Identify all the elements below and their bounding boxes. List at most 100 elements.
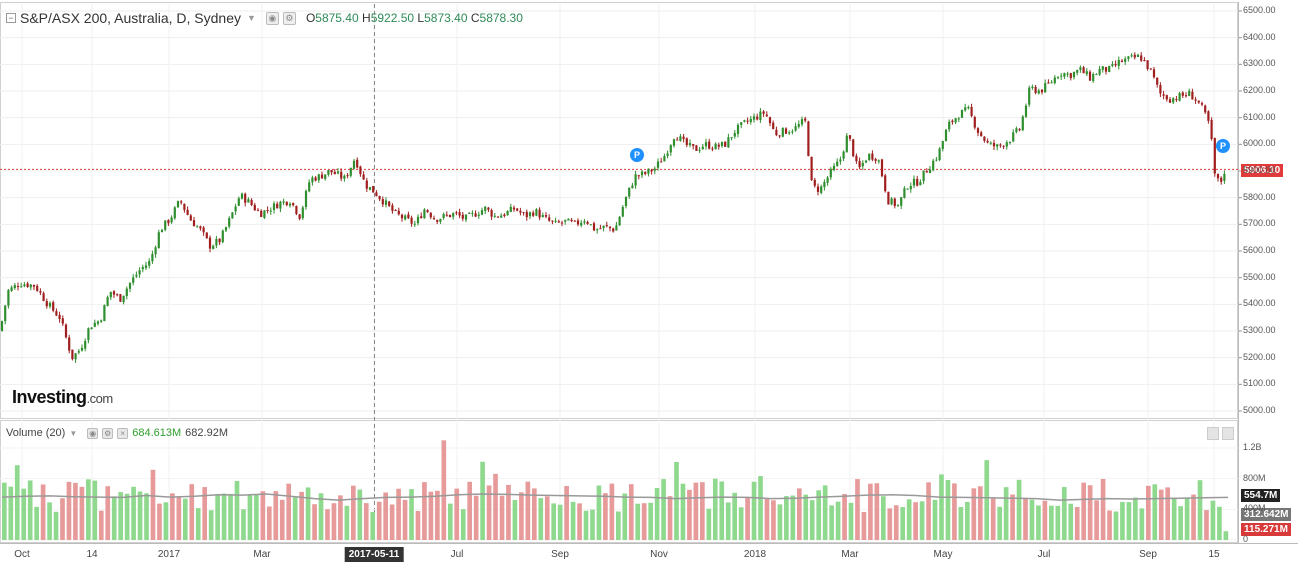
- volume-bar: [835, 501, 841, 540]
- candle-body: [192, 220, 196, 227]
- volume-bar: [919, 501, 925, 540]
- candle-body: [592, 223, 596, 231]
- candle-body: [957, 118, 960, 120]
- candle-body: [116, 294, 119, 296]
- candle-body: [250, 199, 253, 206]
- volume-bar: [809, 500, 815, 540]
- candle-body: [496, 216, 500, 218]
- candle-body: [372, 186, 375, 193]
- volume-bar: [990, 498, 996, 540]
- candle-body: [714, 143, 717, 150]
- candle-body: [320, 174, 324, 179]
- candle-body: [349, 167, 352, 176]
- volume-bar: [60, 498, 65, 540]
- candle-body: [839, 159, 842, 162]
- candle-body: [679, 136, 682, 141]
- collapse-icon[interactable]: −: [6, 13, 16, 23]
- candle-body: [512, 207, 516, 210]
- volume-bar: [486, 485, 492, 540]
- chevron-down-icon[interactable]: ▼: [247, 13, 256, 23]
- settings-icon[interactable]: ⚙: [282, 11, 296, 25]
- candle-body: [458, 212, 461, 216]
- candle-body: [183, 203, 186, 210]
- candle-body: [493, 215, 496, 217]
- volume-bar: [1184, 498, 1190, 540]
- close-value: 5878.30: [479, 11, 523, 25]
- candle-body: [151, 253, 154, 262]
- candle-body: [1082, 67, 1085, 74]
- volume-bar: [1107, 510, 1112, 540]
- volume-bar: [27, 480, 33, 540]
- candle-body: [976, 128, 980, 133]
- volume-bar: [402, 499, 408, 540]
- chevron-down-icon[interactable]: ▼: [69, 428, 78, 438]
- volume-bar: [1191, 494, 1196, 540]
- candle-body: [208, 237, 212, 249]
- pivot-marker-icon[interactable]: P: [630, 148, 644, 162]
- volume-tick-label: 400M: [1243, 503, 1266, 514]
- candle-body: [503, 214, 506, 217]
- volume-tag: 554.7M: [1241, 489, 1281, 502]
- candle-body: [61, 318, 64, 324]
- candle-body: [618, 216, 621, 226]
- volume-bar: [1087, 485, 1093, 540]
- volume-bar: [512, 500, 518, 540]
- candle-body: [1207, 111, 1210, 121]
- candle-body: [519, 210, 522, 213]
- candle-body: [772, 122, 775, 130]
- pivot-marker-icon[interactable]: P: [1216, 139, 1230, 153]
- candle-body: [1018, 129, 1021, 131]
- y-tick-label: 6500.00: [1243, 5, 1276, 15]
- x-tick-label: Jul: [450, 549, 464, 560]
- settings-icon[interactable]: ⚙: [102, 427, 114, 439]
- volume-bar: [725, 502, 731, 540]
- candle-body: [1024, 105, 1028, 117]
- candle-body: [90, 327, 93, 330]
- candle-body: [765, 114, 768, 117]
- candle-body: [1037, 90, 1040, 94]
- volume-bar: [751, 481, 757, 540]
- candle-body: [688, 143, 692, 146]
- candle-body: [928, 169, 932, 174]
- candle-body: [874, 158, 877, 161]
- candle-body: [855, 155, 858, 162]
- candle-body: [7, 290, 10, 306]
- candle-body: [1149, 68, 1152, 70]
- volume-bar: [577, 503, 582, 540]
- volume-bar: [98, 510, 104, 540]
- volume-bar: [680, 483, 686, 540]
- visibility-icon[interactable]: ◉: [87, 427, 99, 439]
- volume-bar: [1055, 505, 1061, 540]
- candle-body: [608, 226, 612, 229]
- x-tick-label: Mar: [841, 549, 859, 560]
- volume-bar: [880, 496, 886, 540]
- volume-bar: [1171, 497, 1177, 540]
- candle-body: [964, 107, 967, 111]
- candle-body: [759, 111, 762, 121]
- candle-body: [391, 205, 394, 211]
- ohlc-readout: O5875.40 H5922.50 L5873.40 C5878.30: [305, 11, 523, 25]
- candle-body: [708, 141, 711, 149]
- close-icon[interactable]: ×: [117, 427, 129, 439]
- candle-body: [1172, 98, 1175, 103]
- candle-body: [848, 135, 852, 139]
- candle-body: [813, 179, 816, 186]
- volume-bar: [1223, 531, 1229, 540]
- candle-body: [564, 219, 567, 222]
- candle-body: [692, 144, 695, 146]
- maximize-icon[interactable]: [1222, 427, 1234, 440]
- candle-body: [144, 265, 148, 268]
- visibility-icon[interactable]: ◉: [265, 11, 279, 25]
- candle-body: [1044, 83, 1047, 93]
- candle-body: [343, 175, 346, 179]
- candle-body: [375, 192, 378, 197]
- candle-body: [922, 170, 925, 182]
- candle-body: [96, 321, 100, 324]
- move-up-icon[interactable]: [1207, 427, 1219, 440]
- volume-bar: [266, 506, 272, 540]
- candle-body: [954, 118, 957, 123]
- volume-bar: [389, 504, 395, 540]
- volume-bar: [195, 508, 201, 540]
